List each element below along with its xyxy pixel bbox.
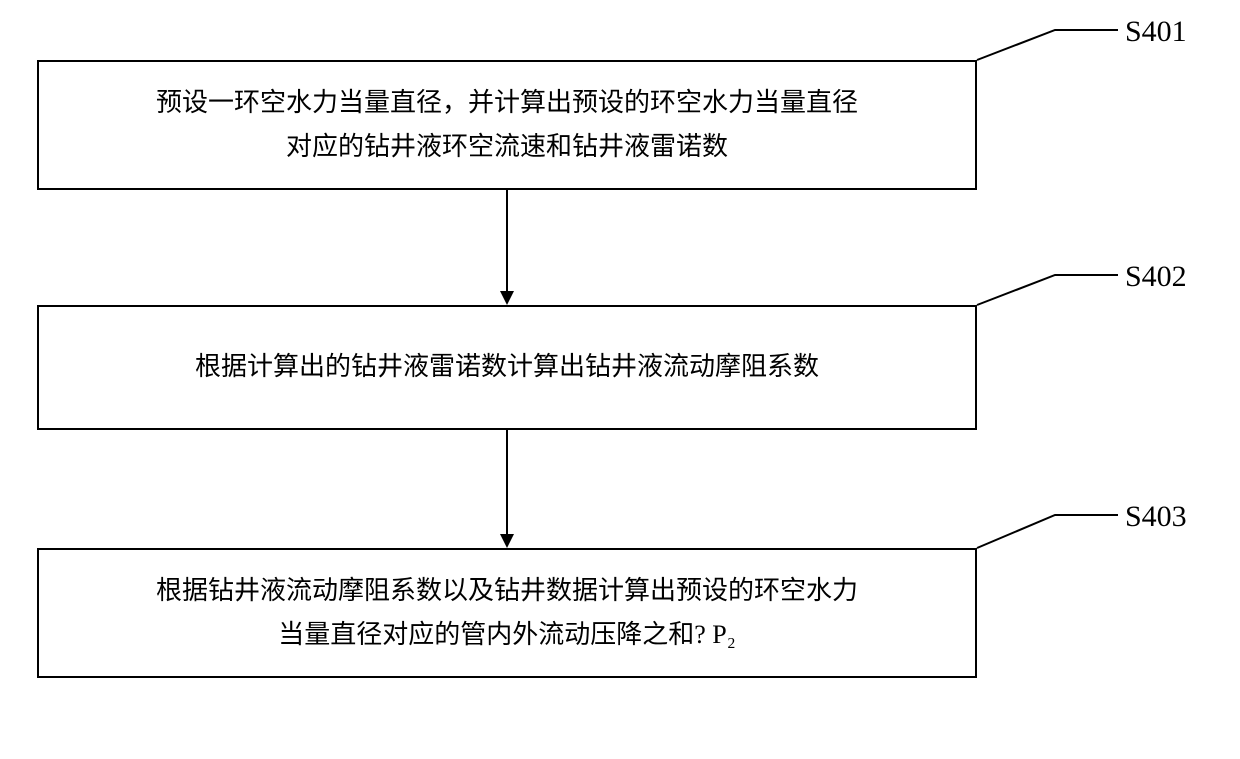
arrow-1-head	[500, 291, 514, 305]
flow-step-s403-text: 根据钻井液流动摩阻系数以及钻井数据计算出预设的环空水力 当量直径对应的管内外流动…	[156, 569, 858, 657]
flowchart-container: 预设一环空水力当量直径，并计算出预设的环空水力当量直径 对应的钻井液环空流速和钻…	[0, 0, 1240, 759]
flow-step-s402-line1: 根据计算出的钻井液雷诺数计算出钻井液流动摩阻系数	[195, 352, 819, 381]
flow-step-s401: 预设一环空水力当量直径，并计算出预设的环空水力当量直径 对应的钻井液环空流速和钻…	[37, 60, 977, 190]
flow-step-s401-line2: 对应的钻井液环空流速和钻井液雷诺数	[286, 132, 728, 161]
flow-step-s403: 根据钻井液流动摩阻系数以及钻井数据计算出预设的环空水力 当量直径对应的管内外流动…	[37, 548, 977, 678]
flow-step-s401-text: 预设一环空水力当量直径，并计算出预设的环空水力当量直径 对应的钻井液环空流速和钻…	[156, 81, 858, 169]
arrow-2-head	[500, 534, 514, 548]
flow-step-s401-line1: 预设一环空水力当量直径，并计算出预设的环空水力当量直径	[156, 88, 858, 117]
flow-step-s403-line2: 当量直径对应的管内外流动压降之和? P₂	[278, 620, 736, 649]
arrow-1-line	[506, 190, 508, 291]
label-s401: S401	[1125, 15, 1187, 49]
flow-step-s403-line1: 根据钻井液流动摩阻系数以及钻井数据计算出预设的环空水力	[156, 576, 858, 605]
flow-step-s402-text: 根据计算出的钻井液雷诺数计算出钻井液流动摩阻系数	[195, 345, 819, 389]
arrow-2-line	[506, 430, 508, 534]
flow-step-s402: 根据计算出的钻井液雷诺数计算出钻井液流动摩阻系数	[37, 305, 977, 430]
label-s402: S402	[1125, 260, 1187, 294]
label-s403: S403	[1125, 500, 1187, 534]
